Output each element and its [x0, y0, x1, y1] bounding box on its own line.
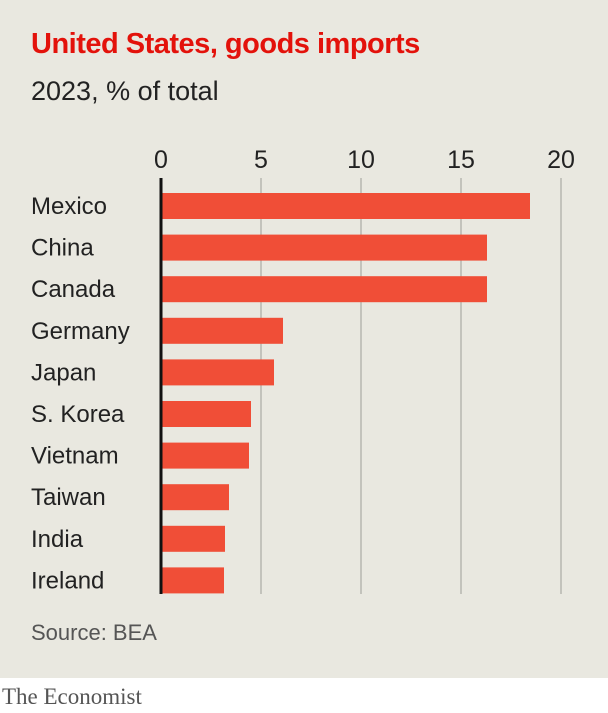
category-label: Vietnam — [31, 443, 119, 470]
bar-taiwan — [161, 484, 229, 511]
bar-germany — [161, 317, 283, 344]
category-label: India — [31, 526, 84, 553]
category-label: China — [31, 235, 94, 262]
x-tick-label: 10 — [347, 146, 375, 174]
bar-vietnam — [161, 442, 249, 469]
bar-mexico — [161, 193, 530, 219]
category-label: Germany — [31, 318, 130, 345]
bar-canada — [161, 276, 487, 303]
chart-subtitle: 2023, % of total — [31, 76, 219, 106]
x-tick-label: 20 — [547, 146, 575, 174]
bar-s-korea — [161, 401, 251, 427]
chart-title: United States, goods imports — [31, 28, 420, 60]
chart-panel — [0, 0, 608, 678]
x-tick-label: 15 — [447, 146, 475, 174]
category-label: Taiwan — [31, 484, 106, 511]
bar-ireland — [161, 567, 224, 594]
category-label: Ireland — [31, 567, 104, 594]
x-tick-label: 0 — [154, 146, 168, 174]
category-label: S. Korea — [31, 401, 125, 428]
bar-japan — [161, 359, 274, 386]
category-label: Canada — [31, 276, 116, 303]
bar-china — [161, 234, 487, 261]
category-label: Mexico — [31, 193, 107, 220]
x-tick-label: 5 — [254, 146, 268, 174]
brand-logo: The Economist — [2, 684, 142, 709]
bar-chart: 0 5 10 15 20 Mexico China Canada Germany Japan S. … — [31, 146, 575, 594]
source-note: Source: BEA — [31, 620, 157, 645]
category-label: Japan — [31, 359, 96, 386]
bar-india — [161, 525, 225, 552]
